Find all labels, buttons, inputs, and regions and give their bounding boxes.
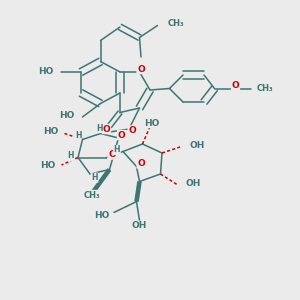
Text: O: O (108, 150, 116, 159)
Text: H: H (67, 152, 74, 160)
Text: O: O (137, 159, 145, 168)
Text: HO: HO (39, 68, 54, 76)
Text: O: O (128, 126, 136, 135)
Text: CH₃: CH₃ (83, 190, 100, 200)
Text: H: H (75, 130, 81, 140)
Text: HO: HO (43, 128, 58, 136)
Text: O: O (137, 64, 145, 74)
Text: O: O (118, 130, 125, 140)
Text: HO: HO (40, 160, 56, 169)
Text: H: H (114, 146, 120, 154)
Text: HO: HO (60, 111, 75, 120)
Text: HO: HO (94, 211, 110, 220)
Text: H: H (91, 173, 98, 182)
Text: CH₃: CH₃ (168, 20, 184, 28)
Text: HO: HO (144, 118, 159, 127)
Text: CH₃: CH₃ (256, 84, 273, 93)
Text: OH: OH (186, 178, 201, 188)
Text: OH: OH (132, 221, 147, 230)
Text: O: O (232, 81, 239, 90)
Text: H: H (96, 124, 102, 133)
Text: OH: OH (189, 141, 204, 150)
Text: O: O (103, 124, 110, 134)
